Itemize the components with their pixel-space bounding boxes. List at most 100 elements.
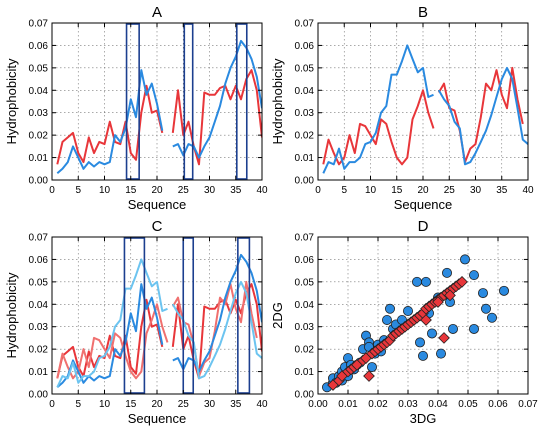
y-tick-label: 0.05: [295, 63, 315, 74]
highlight-box: [237, 237, 251, 394]
y-tick-label: 0.05: [29, 277, 49, 288]
y-tick-label: 0.00: [295, 390, 315, 401]
x-tick-label: 15: [125, 399, 137, 410]
scatter-point-diamond: [432, 296, 444, 308]
y-tick-label: 0.00: [295, 176, 315, 187]
x-tick-label: 10: [99, 185, 111, 196]
y-tick-label: 0.07: [29, 19, 49, 30]
scatter-point-circle: [411, 276, 422, 287]
y-axis-label: 2DG: [270, 302, 285, 329]
series-line-2: [172, 39, 262, 159]
scatter-point-circle: [459, 254, 470, 265]
panel-b: 0 5 10 15 20 25 30 35 40 0.00 0.01 0.02 0.03 0.04 0.05…: [270, 4, 534, 212]
x-tick-label: 0: [49, 399, 55, 410]
scatter-point-diamond: [420, 314, 432, 326]
y-tick-label: 0.03: [29, 322, 49, 333]
scatter-point-diamond: [438, 332, 450, 344]
x-tick-label: 0.05: [458, 399, 478, 410]
y-tick-label: 0.02: [29, 131, 49, 142]
x-tick-label: 25: [178, 399, 190, 410]
x-tick-label: 35: [230, 399, 242, 410]
highlight-box: [123, 237, 146, 394]
series-line-2: [56, 69, 164, 175]
x-tick-label: 0: [49, 185, 55, 196]
y-tick-label: 0.03: [29, 108, 49, 119]
series-line-3: [172, 253, 262, 373]
plot-area-c: [56, 253, 262, 389]
x-tick-label: 0.04: [428, 399, 448, 410]
scatter-point-circle: [435, 348, 446, 359]
y-axis-label: Hydrophobicity: [270, 58, 285, 144]
x-tick-label: 5: [75, 399, 81, 410]
panel-d: 0.00 0.01 0.02 0.03 0.04 0.05 0.06 0.07 0.00 0.01…: [270, 218, 538, 426]
y-tick-label: 0.04: [295, 300, 315, 311]
scatter-point-circle: [468, 323, 479, 334]
x-tick-label: 20: [417, 185, 429, 196]
y-tick-label: 0.01: [295, 153, 315, 164]
panel-c: 0 5 10 15 20 25 30 35 40 0.00 0.01 0.02 0.03 0.04 0.05…: [4, 218, 268, 426]
series-line-2: [171, 280, 258, 378]
y-tick-label: 0.02: [295, 131, 315, 142]
scatter-point-circle: [417, 350, 428, 361]
x-tick-label: 30: [470, 185, 482, 196]
series-line-4: [56, 258, 168, 388]
x-tick-label: 0.06: [488, 399, 508, 410]
x-tick-label: 5: [75, 185, 81, 196]
series-line-1: [437, 66, 524, 164]
scatter-point-circle: [426, 328, 437, 339]
x-tick-label: 20: [151, 185, 163, 196]
series-line-1: [56, 84, 164, 165]
x-axis-label: Sequence: [394, 197, 453, 212]
panel-title: C: [152, 218, 163, 235]
y-tick-label: 0.04: [295, 86, 315, 97]
x-tick-label: 0.07: [518, 399, 538, 410]
y-tick-label: 0.06: [295, 41, 315, 52]
y-tick-label: 0.01: [29, 367, 49, 378]
plot-area-d: [321, 254, 509, 393]
series-line-4: [171, 280, 262, 380]
scatter-point-diamond: [444, 289, 456, 302]
series-line-2: [437, 66, 528, 166]
x-tick-label: 35: [230, 185, 242, 196]
y-tick-label: 0.01: [295, 367, 315, 378]
x-tick-label: 15: [125, 185, 137, 196]
x-tick-label: 0: [315, 185, 321, 196]
x-axis-label: 3DG: [410, 411, 437, 426]
plot-area-b: [322, 44, 528, 174]
scatter-point-circle: [414, 337, 425, 348]
x-tick-label: 30: [204, 185, 216, 196]
scatter-point-diamond: [363, 370, 375, 382]
x-tick-label: 15: [391, 185, 403, 196]
y-tick-label: 0.05: [295, 277, 315, 288]
highlight-box: [183, 23, 194, 180]
scatter-point-circle: [498, 285, 509, 296]
scatter-point-diamond: [456, 275, 468, 288]
x-tick-label: 20: [151, 399, 163, 410]
scatter-point-circle: [480, 303, 491, 314]
scatter-point-circle: [486, 312, 497, 323]
y-axis-label: Hydrophobicity: [4, 272, 19, 358]
y-tick-label: 0.03: [295, 108, 315, 119]
highlight-box: [182, 237, 195, 394]
scatter-point-circle: [441, 267, 452, 278]
y-tick-label: 0.01: [29, 153, 49, 164]
highlight-box: [236, 23, 248, 180]
panel-a: 0 5 10 15 20 25 30 35 40 0.00 0.01 0.02 0.03 0.04 0.05…: [4, 4, 268, 212]
panel-title: A: [152, 4, 162, 21]
scatter-point-circle: [468, 270, 479, 281]
scatter-point-circle: [402, 306, 413, 317]
scatter-point-circle: [366, 362, 377, 373]
x-tick-label: 30: [204, 399, 216, 410]
scatter-point-circle: [420, 276, 431, 287]
x-tick-label: 0.03: [398, 399, 418, 410]
scatter-point-circle: [384, 303, 395, 314]
y-tick-label: 0.07: [29, 233, 49, 244]
x-tick-label: 0.01: [338, 399, 358, 410]
scatter-point-circle: [447, 323, 458, 334]
panel-title: D: [418, 218, 429, 235]
y-tick-label: 0.02: [29, 345, 49, 356]
y-tick-label: 0.07: [295, 233, 315, 244]
x-axis-label: Sequence: [128, 411, 187, 426]
x-tick-label: 5: [341, 185, 347, 196]
